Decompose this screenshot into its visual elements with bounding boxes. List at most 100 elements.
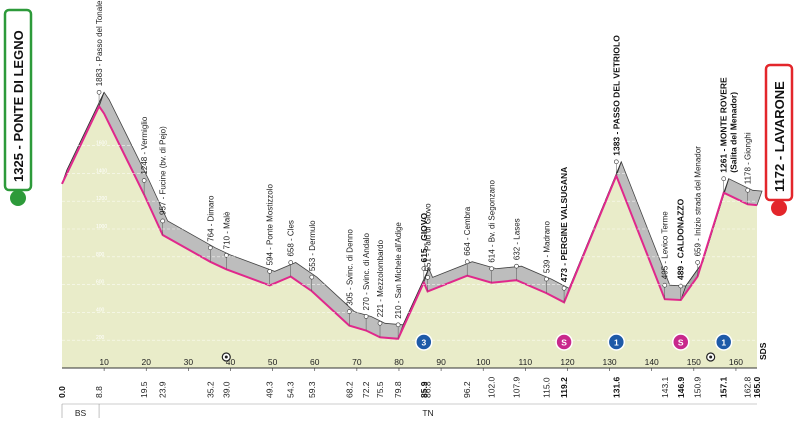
axis-tick-label: 30 — [184, 357, 194, 367]
feed-zone-dot — [709, 355, 713, 359]
point-dot — [160, 218, 165, 224]
altitude-tick: 1600 — [96, 141, 107, 147]
axis-tick-label: 50 — [268, 357, 278, 367]
point-dot — [489, 266, 494, 271]
point-dot — [223, 253, 229, 258]
point-dot — [425, 275, 430, 280]
finish-bike-icon — [771, 200, 787, 216]
km-label: 68.2 — [344, 381, 354, 398]
place-label: 553 - Dermulo — [308, 220, 317, 271]
sprint-marker — [672, 333, 690, 351]
point-dot — [96, 89, 102, 95]
km-label: 96.2 — [462, 381, 472, 398]
axis-tick-label: 100 — [476, 357, 490, 367]
point-dot — [363, 314, 369, 319]
marker-symbol: 1 — [721, 338, 726, 348]
altitude-grid: 200 400 600 800 1000 1200 1400 1600 — [62, 141, 757, 341]
place-label: 632 - Lases — [512, 218, 521, 260]
altitude-tick: 800 — [96, 252, 105, 258]
place-label: 305 - Svinc. di Denno — [345, 229, 354, 306]
finish-label: 1172 - LAVARONE — [772, 81, 787, 192]
region-label: TN — [422, 408, 433, 418]
place-label: 489 - CALDONAZZO — [676, 198, 686, 280]
axis-tick-label: 40 — [226, 357, 236, 367]
altitude-tick: 1400 — [96, 168, 107, 174]
km-label: 102.0 — [487, 376, 497, 398]
axis-tick-label: 130 — [602, 357, 616, 367]
point-dot — [141, 178, 147, 183]
altitude-tick: 600 — [96, 280, 105, 286]
place-label: 664 - Cembra — [463, 206, 472, 255]
place-label: 1248 - Vermiglio — [140, 116, 149, 174]
km-label: 107.9 — [511, 376, 521, 398]
km-label: 157.1 — [719, 376, 729, 398]
place-label: 539 - Madrano — [542, 220, 551, 273]
km-label: 150.9 — [693, 376, 703, 398]
km-label: 162.8 — [743, 376, 753, 398]
place-label: 551 - Palù di Giovo — [424, 203, 433, 272]
point-dot — [207, 245, 213, 251]
point-dot — [614, 159, 619, 165]
region-band: BS TN — [61, 403, 757, 418]
point-dot — [721, 176, 727, 182]
km-label: 75.5 — [375, 381, 385, 398]
point-dot — [346, 309, 352, 314]
altitude-tick: 400 — [96, 307, 105, 313]
axis-tick-label: 120 — [560, 357, 574, 367]
place-label: 594 - Ponte Mostizzolo — [266, 184, 275, 266]
place-label: 210 - San Michele all'Adige — [394, 222, 403, 319]
altitude-tick: 1200 — [96, 196, 107, 202]
point-dot — [695, 260, 700, 265]
km-label: 165.0 — [752, 376, 762, 398]
route-line — [61, 104, 758, 340]
km-label: 131.6 — [611, 376, 621, 398]
marker-symbol: 3 — [421, 338, 426, 348]
point-dot — [678, 283, 684, 289]
km-label: 0.0 — [57, 386, 67, 398]
gpm-1-marker — [607, 333, 626, 351]
marker-symbol: 1 — [614, 338, 619, 348]
place-label: 270 - Svinc. di Andalo — [362, 233, 371, 311]
point-dot — [377, 320, 383, 326]
axis-tick-label: 70 — [352, 357, 362, 367]
gpm-1-marker — [714, 333, 733, 351]
marker-symbol: S — [561, 338, 567, 348]
place-label: 659 - Inizio strada del Menador — [694, 146, 703, 257]
point-dot — [464, 259, 470, 265]
place-label: 710 - Malè — [222, 211, 231, 249]
place-label: 614 - Bv. di Segonzano — [488, 180, 497, 263]
km-label: 39.0 — [221, 381, 231, 398]
place-label: 1883 - Passo del Tonale — [95, 0, 104, 86]
start-finish-flags: 1325 - PONTE DI LEGNO 1172 - LAVARONE SDS — [3, 8, 794, 360]
km-label: 72.2 — [361, 381, 371, 398]
feed-zone-dot — [224, 355, 228, 359]
km-axis: 10 20 30 40 50 60 70 80 90 100 110 120 130 140 150 160 0… — [57, 357, 762, 398]
place-labels: 1883 - Passo del Tonale 1248 - Vermiglio 9… — [95, 0, 753, 319]
point-dot — [745, 187, 751, 193]
km-label: 86.8 — [423, 381, 433, 398]
point-dot — [309, 274, 315, 280]
place-label: 1261 - MONTE ROVERE — [719, 77, 729, 173]
km-label: 85.9 — [419, 381, 429, 398]
place-label: 473 - PERGINE VALSUGANA — [559, 167, 569, 283]
axis-tick-label: 60 — [310, 357, 320, 367]
place-label: 1383 - PASSO DEL VETRIOLO — [611, 35, 621, 156]
km-label: 23.9 — [158, 381, 168, 398]
profile-fill — [62, 106, 757, 369]
place-label: 658 - Cles — [287, 220, 296, 256]
region-label: BS — [75, 408, 87, 418]
axis-tick-label: 110 — [519, 357, 533, 367]
axis-tick-label: 160 — [729, 357, 743, 367]
axis-tick-label: 20 — [142, 357, 152, 367]
km-label: 19.5 — [139, 381, 149, 398]
km-label: 54.3 — [286, 381, 296, 398]
km-label: 49.3 — [265, 381, 275, 398]
sprint-marker — [555, 333, 573, 351]
axis-tick-label: 150 — [687, 357, 701, 367]
point-dot — [288, 260, 294, 265]
start-label: 1325 - PONTE DI LEGNO — [11, 30, 26, 182]
axis-tick-label: 140 — [645, 357, 659, 367]
point-dot — [514, 263, 519, 269]
